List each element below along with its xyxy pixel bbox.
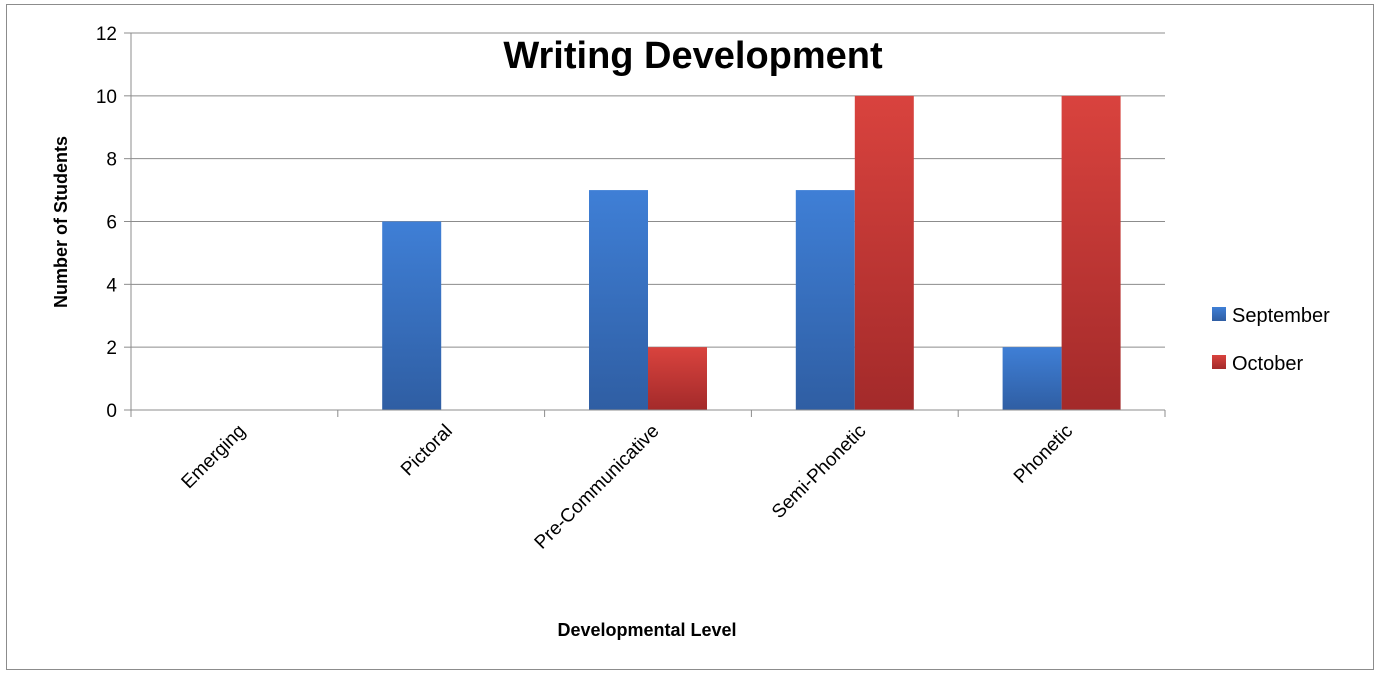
axes bbox=[130, 33, 1166, 417]
bars bbox=[382, 95, 1121, 410]
x-tick-label: Emerging bbox=[178, 421, 250, 493]
x-axis-title: Developmental Level bbox=[557, 620, 736, 640]
legend-label-september: September bbox=[1232, 305, 1330, 327]
bar-october-semi-phonetic bbox=[854, 95, 914, 410]
y-tick-labels: 0 2 4 6 8 10 12 bbox=[96, 24, 118, 422]
y-tick-label: 12 bbox=[96, 24, 117, 45]
chart-title: Writing Development bbox=[503, 35, 883, 77]
bar-september-phonetic bbox=[1002, 347, 1062, 410]
legend-label-october: October bbox=[1232, 353, 1303, 375]
x-tick-label: Phonetic bbox=[1010, 421, 1077, 488]
bar-september-pre-communicative bbox=[589, 190, 648, 410]
y-tick-label: 2 bbox=[106, 338, 117, 359]
bar-september-semi-phonetic bbox=[795, 190, 855, 410]
y-axis-title: Number of Students bbox=[51, 136, 71, 308]
x-tick-labels: Emerging Pictoral Pre-Communicative Semi-Ph… bbox=[178, 421, 1078, 554]
y-tick-label: 0 bbox=[106, 401, 117, 422]
bar-october-phonetic bbox=[1061, 95, 1121, 410]
x-tick-label: Semi-Phonetic bbox=[768, 421, 870, 523]
chart-frame bbox=[6, 4, 1374, 670]
legend-swatch-september bbox=[1212, 307, 1226, 321]
bar-october-pre-communicative bbox=[648, 347, 707, 410]
x-tick-label: Pictoral bbox=[397, 421, 457, 481]
legend: September October bbox=[1212, 305, 1330, 375]
y-tick-label: 4 bbox=[106, 275, 117, 296]
bar-september-pictoral bbox=[382, 221, 442, 410]
y-tick-label: 6 bbox=[106, 213, 117, 234]
x-tick-label: Pre-Communicative bbox=[531, 421, 664, 554]
y-tick-label: 10 bbox=[96, 87, 117, 108]
y-tick-label: 8 bbox=[106, 150, 117, 171]
legend-swatch-october bbox=[1212, 355, 1226, 369]
